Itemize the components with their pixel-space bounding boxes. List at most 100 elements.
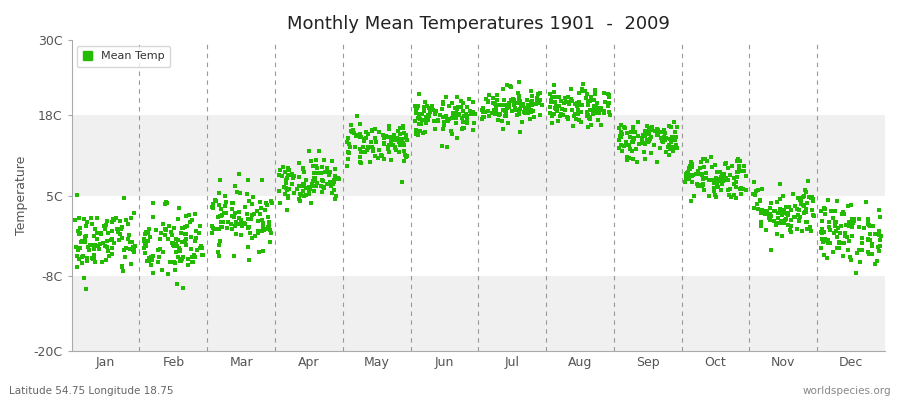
Point — [91, 243, 105, 249]
Point — [196, 252, 211, 258]
Point — [302, 191, 317, 198]
Point — [182, 212, 196, 218]
Point — [614, 134, 628, 140]
Point — [73, 230, 87, 236]
Point — [437, 122, 452, 128]
Point — [220, 224, 235, 231]
Point — [253, 199, 267, 206]
Point — [178, 238, 193, 244]
Point — [304, 183, 319, 189]
Point — [774, 218, 788, 224]
Point — [105, 235, 120, 242]
Point — [531, 91, 545, 97]
Point — [568, 111, 582, 117]
Point — [839, 222, 853, 228]
Point — [104, 244, 119, 251]
Point — [279, 180, 293, 186]
Point — [345, 128, 359, 134]
Point — [614, 133, 628, 139]
Point — [837, 210, 851, 217]
Point — [554, 98, 569, 104]
Point — [104, 219, 119, 225]
Point — [788, 214, 802, 220]
Point — [764, 247, 778, 253]
Point — [654, 129, 669, 135]
Point — [245, 212, 259, 219]
Point — [846, 219, 860, 226]
Point — [329, 175, 344, 181]
Point — [327, 177, 341, 184]
Point — [165, 232, 179, 239]
Point — [418, 117, 433, 124]
Point — [194, 252, 209, 259]
Point — [797, 186, 812, 193]
Point — [582, 116, 597, 122]
Point — [168, 260, 183, 266]
Point — [719, 160, 733, 166]
Point — [710, 176, 724, 182]
Point — [601, 92, 616, 98]
Point — [410, 110, 424, 116]
Point — [656, 134, 670, 140]
Point — [696, 182, 710, 188]
Point — [518, 106, 532, 112]
Point — [119, 217, 133, 223]
Point — [296, 165, 310, 172]
Point — [654, 135, 669, 142]
Point — [862, 237, 877, 243]
Point — [184, 217, 199, 223]
Point — [295, 181, 310, 188]
Point — [141, 254, 156, 261]
Point — [493, 102, 508, 108]
Point — [214, 219, 229, 226]
Point — [521, 110, 535, 116]
Point — [341, 135, 356, 142]
Point — [513, 129, 527, 136]
Point — [216, 210, 230, 216]
Point — [778, 216, 793, 222]
Point — [816, 239, 831, 246]
Point — [527, 114, 542, 120]
Point — [679, 179, 693, 186]
Point — [734, 185, 748, 192]
Point — [517, 109, 531, 115]
Point — [642, 126, 656, 132]
Point — [292, 183, 307, 189]
Point — [86, 242, 100, 248]
Point — [790, 212, 805, 218]
Point — [817, 252, 832, 258]
Point — [626, 126, 640, 132]
Point — [860, 249, 875, 256]
Point — [171, 216, 185, 223]
Point — [466, 99, 481, 105]
Point — [375, 153, 390, 159]
Point — [175, 239, 189, 246]
Point — [353, 121, 367, 127]
Point — [328, 174, 343, 180]
Point — [327, 187, 341, 194]
Point — [90, 215, 104, 221]
Point — [547, 104, 562, 111]
Point — [100, 244, 114, 250]
Point — [83, 242, 97, 248]
Point — [242, 230, 256, 237]
Point — [372, 129, 386, 136]
Point — [582, 114, 597, 120]
Point — [361, 145, 375, 151]
Point — [830, 234, 844, 240]
Point — [518, 110, 533, 116]
Point — [559, 99, 573, 105]
Point — [220, 219, 235, 226]
Point — [753, 196, 768, 203]
Point — [803, 224, 817, 230]
Point — [386, 142, 400, 148]
Point — [408, 118, 422, 124]
Point — [632, 140, 646, 147]
Point — [395, 125, 410, 131]
Point — [763, 216, 778, 223]
Point — [265, 200, 279, 206]
Point — [760, 208, 774, 214]
Point — [800, 226, 814, 232]
Point — [770, 222, 784, 228]
Point — [376, 140, 391, 146]
